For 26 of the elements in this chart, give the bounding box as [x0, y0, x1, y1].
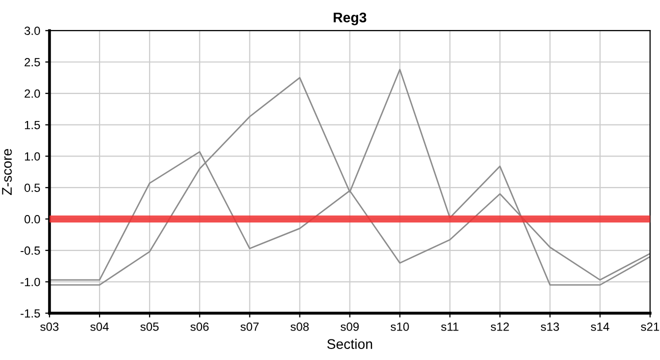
x-tick-label: s09 — [340, 322, 359, 331]
chart-title: Reg3 — [334, 12, 366, 26]
y-tick-label: 0.5 — [24, 184, 40, 192]
x-tick-label: s07 — [240, 322, 259, 331]
x-tick-label: s21 — [640, 322, 660, 331]
y-axis-title: Z-score — [2, 148, 12, 195]
y-tick-label: -1.5 — [20, 309, 40, 318]
y-tick-label: 2.5 — [24, 58, 40, 66]
y-tick-label: 0.0 — [24, 215, 40, 224]
y-tick-label: 1.0 — [24, 152, 40, 161]
x-tick-label: s13 — [540, 322, 559, 331]
y-tick-label: -1.0 — [20, 278, 40, 286]
y-tick-label: 3.0 — [24, 26, 40, 35]
x-tick-label: s03 — [40, 322, 58, 331]
x-tick-label: s12 — [490, 322, 509, 331]
x-tick-label: s11 — [441, 322, 458, 331]
y-tick-label: 1.5 — [24, 120, 40, 130]
x-tick-label: s08 — [290, 322, 309, 331]
x-tick-label: s06 — [190, 322, 209, 331]
x-tick-label: s10 — [390, 322, 409, 331]
x-tick-label: s05 — [140, 322, 159, 331]
x-tick-label: s04 — [90, 322, 109, 331]
x-axis-title: Section — [327, 338, 372, 349]
y-tick-label: 2.0 — [24, 89, 40, 98]
x-tick-label: s14 — [590, 322, 610, 331]
y-tick-label: -0.5 — [20, 246, 40, 255]
